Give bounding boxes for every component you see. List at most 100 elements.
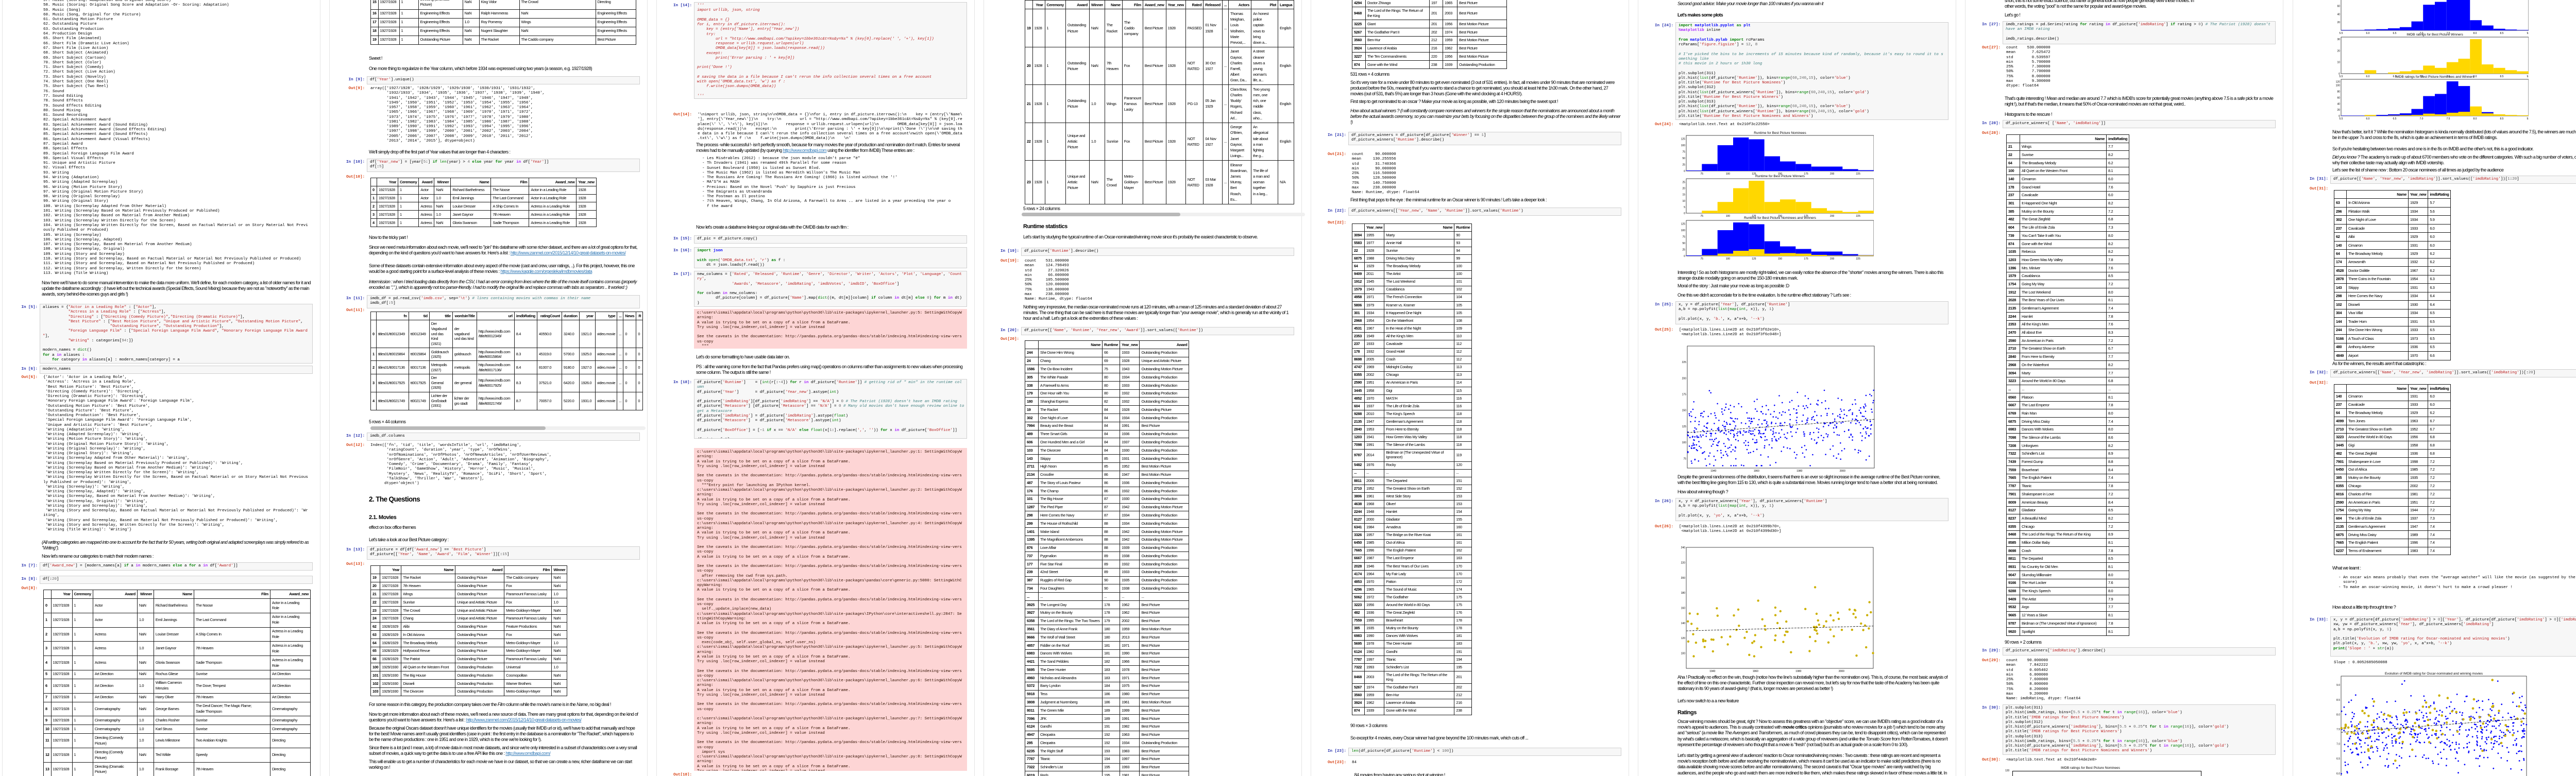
svg-text:160: 160 [1681, 607, 1686, 610]
svg-text:125: 125 [1752, 215, 1756, 218]
svg-text:8.5: 8.5 [2336, 699, 2340, 702]
svg-text:220: 220 [1681, 561, 1686, 564]
svg-text:100: 100 [1681, 144, 1686, 147]
svg-text:75: 75 [1683, 457, 1686, 460]
svg-text:6.5: 6.5 [2336, 757, 2340, 761]
svg-text:225: 225 [1856, 257, 1861, 261]
svg-text:125: 125 [1752, 173, 1756, 176]
svg-text:225: 225 [1856, 215, 1861, 218]
svg-text:75: 75 [1701, 215, 1704, 218]
svg-text:0: 0 [1684, 212, 1685, 215]
svg-text:150: 150 [1778, 257, 1783, 261]
svg-text:30: 30 [2337, 38, 2340, 41]
svg-text:180: 180 [1681, 592, 1686, 595]
svg-text:225: 225 [1856, 173, 1861, 176]
svg-text:5: 5 [1684, 206, 1685, 209]
svg-text:1960: 1960 [1753, 670, 1758, 673]
svg-text:8.5: 8.5 [2500, 75, 2504, 78]
svg-text:7.5: 7.5 [2447, 32, 2450, 35]
svg-text:20: 20 [2337, 49, 2340, 53]
svg-text:10: 10 [1682, 200, 1685, 203]
svg-text:75: 75 [1682, 236, 1685, 239]
svg-text:20: 20 [2337, 21, 2340, 24]
svg-text:75: 75 [1701, 257, 1704, 261]
svg-text:7.0: 7.0 [2420, 117, 2424, 120]
svg-text:225: 225 [1682, 361, 1687, 364]
svg-text:175: 175 [1804, 257, 1808, 261]
svg-text:8.5: 8.5 [2500, 32, 2504, 35]
svg-text:150: 150 [1682, 409, 1687, 412]
svg-text:240: 240 [1681, 546, 1686, 549]
svg-text:9.0: 9.0 [2527, 32, 2529, 35]
svg-text:Runtime for Best Picture Nomin: Runtime for Best Picture Nominees and Wi… [1744, 216, 1817, 220]
svg-text:9.0: 9.0 [2527, 75, 2529, 78]
svg-text:5.5: 5.5 [2340, 75, 2343, 78]
svg-text:60: 60 [2337, 5, 2340, 8]
svg-text:8.0: 8.0 [2473, 32, 2477, 35]
svg-text:2000: 2000 [1840, 470, 1845, 473]
svg-text:7.5: 7.5 [2336, 728, 2340, 731]
svg-text:1960: 1960 [1754, 470, 1759, 473]
svg-text:120: 120 [1681, 637, 1686, 640]
svg-text:Runtime for Best Picture Nomin: Runtime for Best Picture Nominees [1754, 131, 1806, 135]
svg-text:100: 100 [1726, 173, 1731, 176]
svg-text:6.5: 6.5 [2393, 32, 2397, 35]
svg-text:2000: 2000 [1839, 670, 1844, 673]
svg-text:120: 120 [2336, 81, 2341, 84]
svg-text:175: 175 [1804, 173, 1808, 176]
svg-text:15: 15 [1682, 194, 1685, 197]
svg-text:7.0: 7.0 [2336, 743, 2340, 746]
svg-text:7.0: 7.0 [2420, 32, 2424, 35]
svg-text:80: 80 [2337, 91, 2340, 94]
svg-text:IMDB ratings for Best Picture: IMDB ratings for Best Picture Winners [2406, 33, 2463, 37]
svg-text:8.5: 8.5 [2500, 117, 2504, 120]
svg-text:175: 175 [1682, 393, 1687, 396]
svg-text:6.0: 6.0 [2366, 75, 2370, 78]
svg-text:20: 20 [1682, 187, 1685, 191]
svg-text:25: 25 [1682, 181, 1685, 184]
svg-text:7.0: 7.0 [2420, 75, 2424, 78]
svg-text:200: 200 [1830, 173, 1835, 176]
svg-text:125: 125 [1681, 138, 1686, 141]
svg-text:75: 75 [1701, 173, 1704, 176]
svg-text:125: 125 [1752, 257, 1756, 261]
svg-text:40: 40 [2337, 102, 2340, 106]
svg-text:200: 200 [1830, 257, 1835, 261]
svg-text:5.5: 5.5 [2340, 117, 2343, 120]
svg-text:Runtime for Best Picture Winne: Runtime for Best Picture Winners [1755, 175, 1805, 178]
svg-text:50: 50 [1682, 157, 1685, 160]
svg-text:6.0: 6.0 [2366, 117, 2370, 120]
svg-text:100: 100 [1682, 441, 1687, 444]
svg-text:5.5: 5.5 [2340, 32, 2343, 35]
svg-text:0: 0 [2338, 73, 2340, 76]
svg-text:100: 100 [1681, 652, 1686, 656]
svg-text:6.0: 6.0 [2336, 772, 2340, 775]
svg-text:200: 200 [1830, 215, 1835, 218]
svg-text:6.0: 6.0 [2366, 32, 2370, 35]
svg-text:100: 100 [1681, 229, 1686, 232]
svg-text:9.0: 9.0 [2336, 684, 2340, 687]
svg-text:200: 200 [1682, 377, 1687, 380]
svg-text:175: 175 [1804, 215, 1808, 218]
svg-text:IMDB ratings for Best Picture: IMDB ratings for Best Picture Nominees a… [2395, 75, 2475, 79]
svg-text:7.5: 7.5 [2447, 75, 2450, 78]
svg-text:100: 100 [1726, 215, 1731, 218]
svg-text:9.0: 9.0 [2527, 117, 2529, 120]
svg-text:50: 50 [1682, 242, 1685, 245]
svg-text:25: 25 [1682, 249, 1685, 252]
svg-text:75: 75 [1682, 151, 1685, 154]
svg-text:125: 125 [1681, 223, 1686, 226]
svg-text:100: 100 [1726, 257, 1731, 261]
svg-text:125: 125 [1682, 425, 1687, 428]
svg-text:6.5: 6.5 [2393, 117, 2397, 120]
svg-text:40: 40 [2337, 13, 2340, 16]
svg-text:1940: 1940 [1709, 670, 1715, 673]
svg-text:10: 10 [2337, 61, 2340, 64]
svg-text:1980: 1980 [1795, 670, 1801, 673]
svg-text:0: 0 [1684, 170, 1685, 173]
svg-text:8.0: 8.0 [2473, 75, 2477, 78]
svg-text:0: 0 [1684, 255, 1685, 258]
svg-text:60: 60 [2337, 96, 2340, 99]
svg-text:8.0: 8.0 [2336, 713, 2340, 716]
svg-text:150: 150 [1778, 215, 1783, 218]
